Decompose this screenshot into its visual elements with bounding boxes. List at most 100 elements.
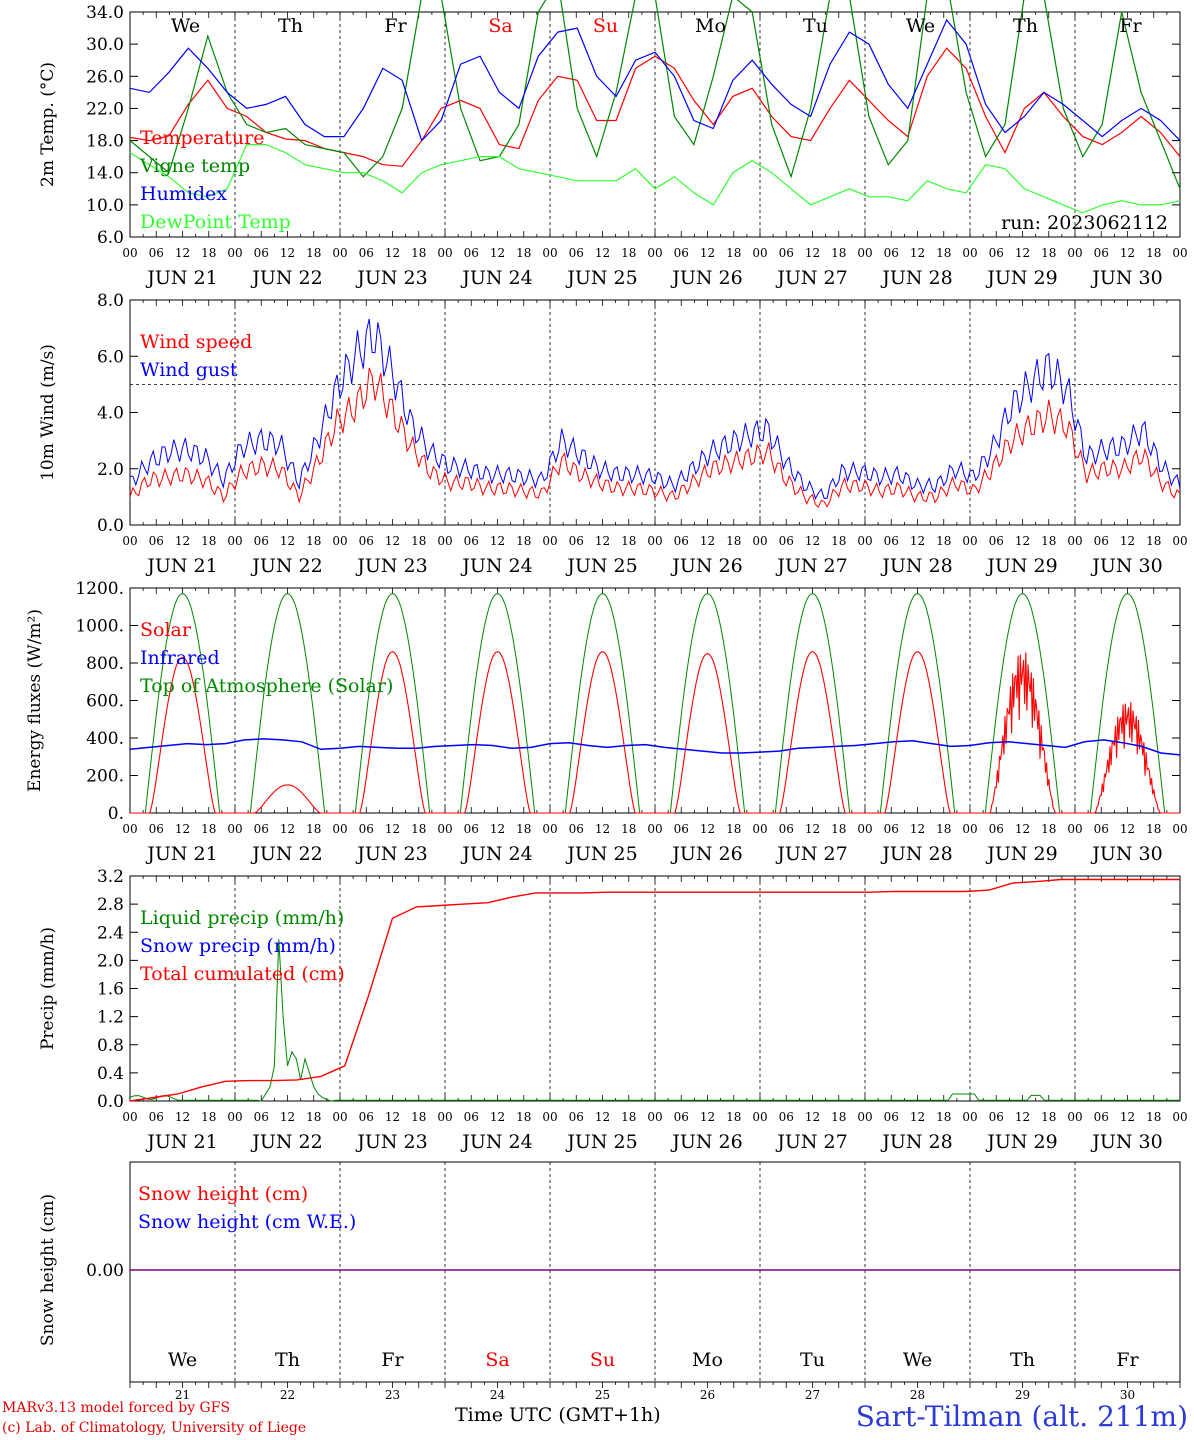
date-label: JUN 27 (775, 1131, 847, 1153)
hour-label: 18 (516, 534, 531, 548)
date-label: JUN 28 (880, 267, 952, 289)
date-label: JUN 27 (775, 843, 847, 865)
hour-label: 00 (332, 822, 347, 836)
hour-label: 12 (490, 1110, 505, 1124)
hour-label: 06 (149, 534, 164, 548)
hour-label: 06 (149, 1110, 164, 1124)
date-label: JUN 22 (250, 555, 322, 577)
hour-label: 00 (647, 246, 662, 260)
legend-dewpoint-temp: DewPoint Temp (140, 211, 291, 233)
hour-label: 00 (752, 534, 767, 548)
date-label: JUN 25 (565, 555, 637, 577)
hour-label: 00 (227, 534, 242, 548)
panel-frame-2 (129, 587, 1181, 814)
hour-label: 06 (464, 822, 479, 836)
hour-label: 12 (805, 822, 820, 836)
date-label: JUN 28 (880, 843, 952, 865)
legend-humidex: Humidex (140, 183, 227, 205)
hour-label: 06 (464, 534, 479, 548)
date-label: JUN 21 (145, 1131, 217, 1153)
legend-top-of-atmosphere-solar-: Top of Atmosphere (Solar) (140, 675, 393, 697)
date-label: JUN 22 (250, 267, 322, 289)
y-tick-label: 1000. (75, 617, 124, 637)
y-tick-label: 2.0 (97, 460, 124, 480)
hour-label: 18 (726, 822, 741, 836)
hour-label: 18 (831, 246, 846, 260)
hour-label: 18 (1146, 822, 1161, 836)
hour-label: 12 (595, 246, 610, 260)
hour-label: 18 (411, 822, 426, 836)
hour-label: 00 (437, 246, 452, 260)
hour-label: 06 (569, 246, 584, 260)
hour-label: 12 (700, 246, 715, 260)
weekday-label: Fr (1116, 1349, 1139, 1371)
hour-label: 00 (227, 822, 242, 836)
day-number-label: 30 (1120, 1388, 1135, 1402)
day-number-label: 23 (385, 1388, 400, 1402)
day-number-label: 25 (595, 1388, 610, 1402)
y-tick-label: 600. (86, 692, 124, 712)
series-dewpoint-temp (129, 144, 1181, 214)
y-tick-label: 2.4 (97, 923, 124, 943)
weekday-label: Su (593, 15, 618, 37)
hour-label: 18 (831, 534, 846, 548)
panel-frame-0 (129, 11, 1181, 238)
date-label: JUN 24 (460, 1131, 532, 1153)
date-label: JUN 30 (1090, 555, 1162, 577)
day-number-label: 26 (700, 1388, 715, 1402)
weekday-label: We (171, 15, 200, 37)
hour-label: 18 (516, 1110, 531, 1124)
hour-label: 12 (175, 1110, 190, 1124)
hour-label: 00 (437, 1110, 452, 1124)
hour-label: 18 (1146, 1110, 1161, 1124)
hour-label: 06 (569, 822, 584, 836)
hour-label: 18 (936, 1110, 951, 1124)
date-label: JUN 30 (1090, 1131, 1162, 1153)
weekday-label: We (168, 1349, 197, 1371)
hour-label: 06 (779, 534, 794, 548)
run-label: run: 2023062112 (1001, 212, 1168, 234)
hour-label: 00 (962, 822, 977, 836)
legend-total-cumulated-cm-: Total cumulated (cm) (140, 963, 345, 985)
hour-label: 12 (490, 246, 505, 260)
date-label: JUN 22 (250, 843, 322, 865)
date-label: JUN 21 (145, 267, 217, 289)
hour-label: 06 (359, 822, 374, 836)
y-tick-label: 3.2 (97, 867, 124, 887)
hour-label: 18 (411, 1110, 426, 1124)
hour-label: 12 (280, 534, 295, 548)
hour-label: 00 (227, 1110, 242, 1124)
hour-label: 00 (542, 822, 557, 836)
series-liquid-precip (129, 939, 1180, 1102)
y-tick-label: 0.4 (97, 1064, 124, 1084)
hour-label: 12 (1120, 246, 1135, 260)
hour-label: 00 (542, 534, 557, 548)
y-tick-label: 10.0 (86, 196, 124, 216)
y-axis-label: Precip (mm/h) (38, 927, 58, 1050)
hour-label: 12 (910, 822, 925, 836)
hour-label: 00 (752, 246, 767, 260)
hour-label: 06 (359, 1110, 374, 1124)
hour-label: 06 (884, 822, 899, 836)
date-label: JUN 30 (1090, 843, 1162, 865)
hour-label: 12 (910, 246, 925, 260)
legend-snow-height-cm-: Snow height (cm) (138, 1183, 308, 1205)
date-label: JUN 28 (880, 555, 952, 577)
y-tick-label: 0.0 (97, 516, 124, 536)
hour-label: 12 (280, 822, 295, 836)
hour-label: 18 (936, 534, 951, 548)
weekday-label: Sa (488, 15, 512, 37)
y-tick-label: 800. (86, 654, 124, 674)
hour-label: 06 (989, 1110, 1004, 1124)
hour-label: 00 (437, 822, 452, 836)
hour-label: 18 (726, 246, 741, 260)
hour-label: 06 (1094, 822, 1109, 836)
series-temperature (129, 47, 1181, 167)
hour-label: 12 (385, 1110, 400, 1124)
y-axis-label: Energy fluxes (W/m²) (25, 609, 45, 792)
hour-label: 06 (149, 822, 164, 836)
hour-label: 18 (621, 534, 636, 548)
hour-label: 12 (700, 1110, 715, 1124)
y-tick-label: 1200. (75, 579, 124, 599)
hour-label: 00 (1172, 246, 1187, 260)
